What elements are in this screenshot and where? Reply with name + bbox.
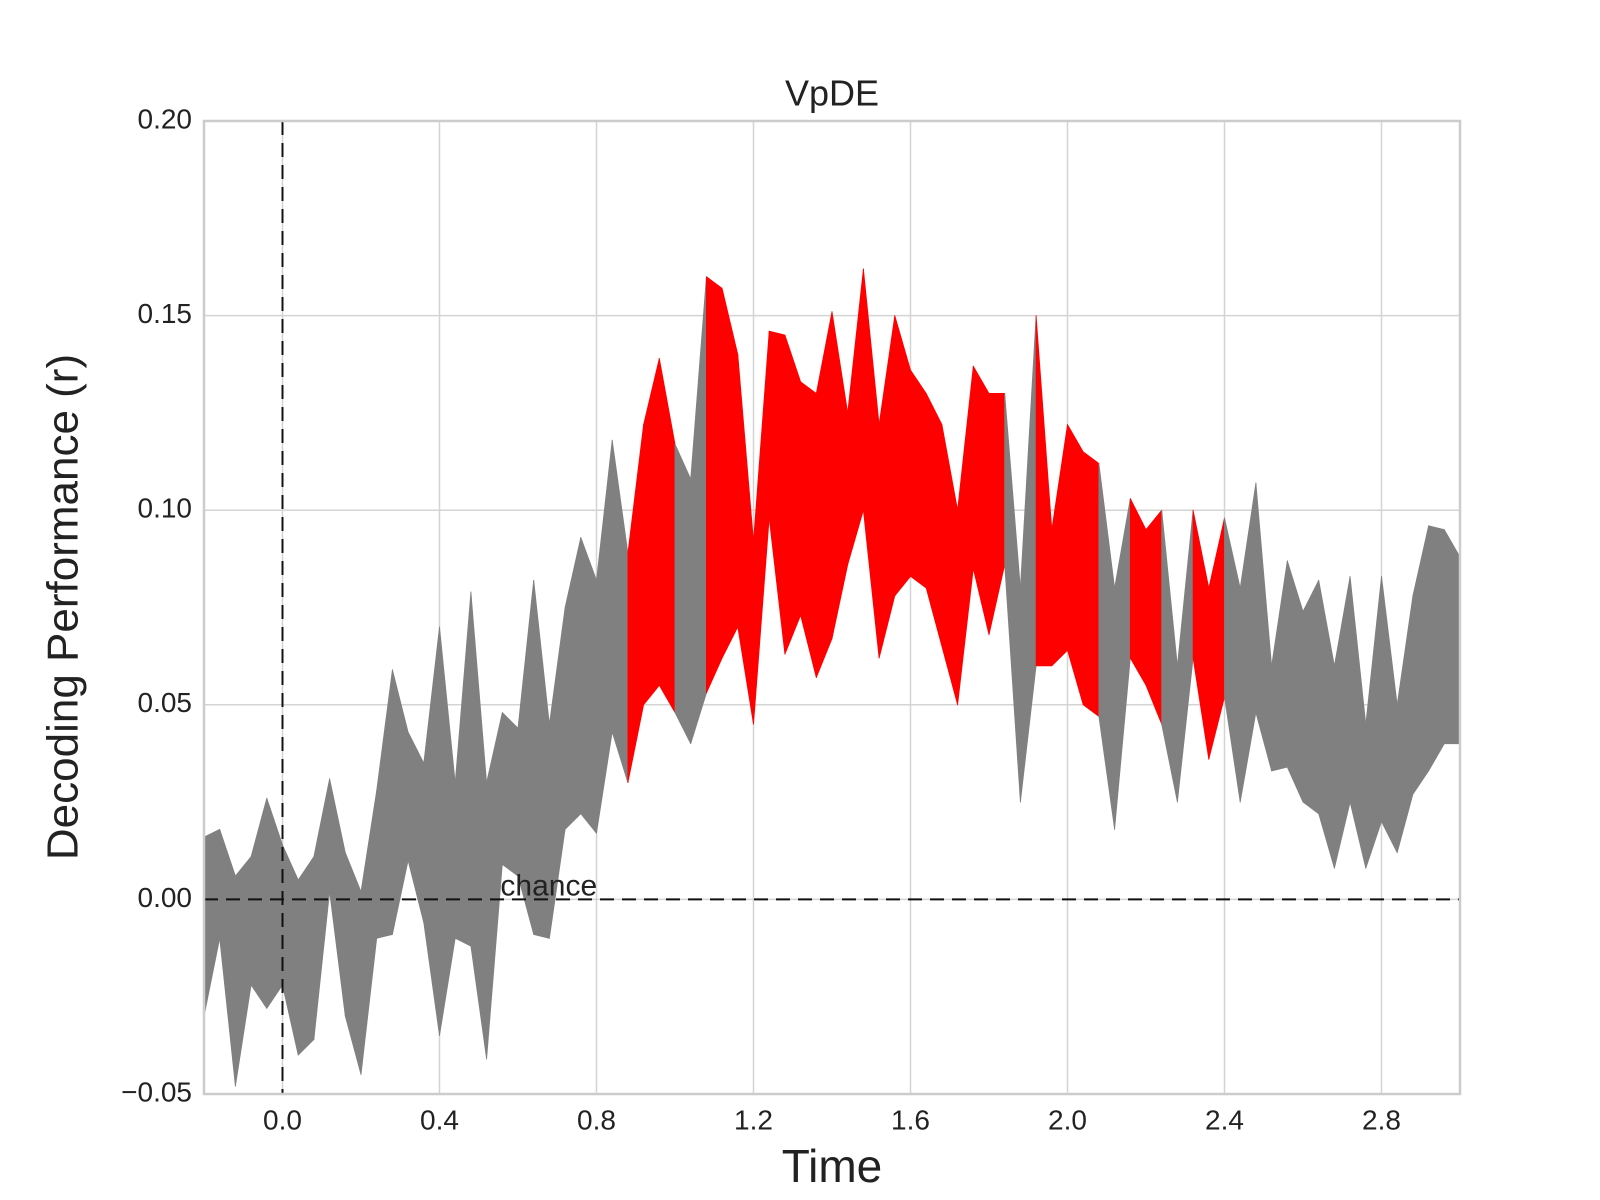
x-tick-label: 1.2 — [734, 1104, 773, 1135]
band-segment — [1145, 509, 1163, 725]
y-tick-label: 0.05 — [138, 687, 193, 718]
band-segment — [329, 778, 346, 1017]
chance-label: chance — [500, 869, 597, 902]
band-segment — [266, 797, 283, 1009]
band-segment — [1098, 463, 1115, 830]
band-segment — [1224, 517, 1241, 803]
band-segment — [753, 330, 770, 725]
band-segment — [313, 778, 331, 1040]
band-segment — [1412, 525, 1429, 795]
band-segment — [1192, 509, 1210, 760]
band-segment — [344, 852, 362, 1075]
band-segment — [815, 311, 833, 678]
band-segment — [988, 393, 1006, 636]
band-segment — [1349, 575, 1367, 869]
band-segment — [1443, 529, 1461, 745]
band-segment — [203, 828, 221, 1017]
band-segment — [564, 537, 582, 830]
x-tick-label: 2.0 — [1048, 1104, 1087, 1135]
band-segment — [800, 381, 817, 678]
band-segment — [768, 330, 786, 655]
y-tick-label: 0.00 — [138, 882, 193, 913]
band-segment — [910, 369, 927, 589]
band-segment — [1051, 424, 1068, 667]
band-segment — [1035, 315, 1053, 667]
band-segment — [1334, 575, 1351, 869]
band-segment — [376, 669, 393, 939]
x-tick-label: 1.6 — [891, 1104, 930, 1135]
chart-title: VpDE — [785, 73, 879, 114]
band-segment — [282, 844, 299, 1056]
band-segment — [1365, 575, 1382, 869]
band-segment — [501, 712, 519, 877]
band-segment — [1286, 560, 1304, 803]
band-segment — [1020, 315, 1037, 803]
band-segment — [721, 287, 739, 659]
band-segment — [925, 393, 943, 647]
band-segment — [391, 669, 409, 935]
band-segment — [1161, 509, 1178, 803]
band-segment — [1114, 498, 1131, 830]
band-segment — [454, 591, 472, 947]
x-tick-label: 0.0 — [263, 1104, 302, 1135]
band-segment — [831, 311, 849, 640]
band-segment — [784, 334, 801, 655]
x-tick-label: 2.8 — [1362, 1104, 1401, 1135]
x-tick-label: 0.4 — [420, 1104, 459, 1135]
band-segment — [1082, 451, 1100, 717]
x-tick-label: 2.4 — [1205, 1104, 1244, 1135]
y-tick-label: 0.10 — [138, 493, 193, 524]
band-segment — [423, 626, 440, 1037]
band-segment — [1396, 595, 1414, 854]
band-segment — [627, 424, 644, 784]
band-segment — [439, 626, 456, 1037]
band-segment — [1255, 482, 1272, 772]
band-segment — [1239, 482, 1257, 803]
band-segment — [1004, 393, 1021, 803]
band-segment — [219, 828, 236, 1087]
band-segment — [863, 268, 880, 659]
x-tick-label: 0.8 — [577, 1104, 616, 1135]
y-tick-label: 0.15 — [138, 298, 193, 329]
band-segment — [941, 424, 958, 706]
band-segment — [596, 439, 613, 834]
band-segment — [297, 856, 315, 1056]
band-segment — [957, 365, 974, 706]
y-tick-label: −0.05 — [121, 1076, 192, 1107]
band-segment — [878, 315, 896, 659]
band-segment — [611, 439, 629, 784]
band-segment — [1177, 509, 1194, 803]
y-tick-label: 0.20 — [138, 103, 193, 134]
band-segment — [1302, 579, 1320, 815]
band-segment — [1271, 560, 1288, 772]
plot-frame — [202, 119, 1462, 1096]
band-segment — [1208, 517, 1225, 760]
band-segment — [737, 354, 754, 725]
band-segment — [407, 731, 425, 924]
band-segment — [847, 268, 864, 566]
band-segment — [674, 443, 692, 745]
band-segment — [250, 797, 268, 1009]
band-segment — [1067, 424, 1084, 706]
band-segment — [1318, 579, 1335, 869]
band-segment — [894, 315, 911, 597]
band-segment — [234, 856, 252, 1087]
band-segment — [972, 365, 990, 636]
band-segment — [1428, 525, 1445, 772]
band-segment — [706, 276, 723, 694]
band-segment — [658, 358, 676, 713]
y-axis-label: Decoding Performance (r) — [39, 354, 88, 860]
band-segment — [643, 358, 660, 706]
band-segment — [580, 537, 597, 834]
band-segment — [690, 276, 707, 745]
x-axis-label: Time — [782, 1140, 883, 1192]
band-segment — [1381, 575, 1398, 854]
band-segment — [470, 591, 488, 1060]
band-segment — [360, 790, 378, 1075]
band-segment — [1129, 498, 1147, 686]
